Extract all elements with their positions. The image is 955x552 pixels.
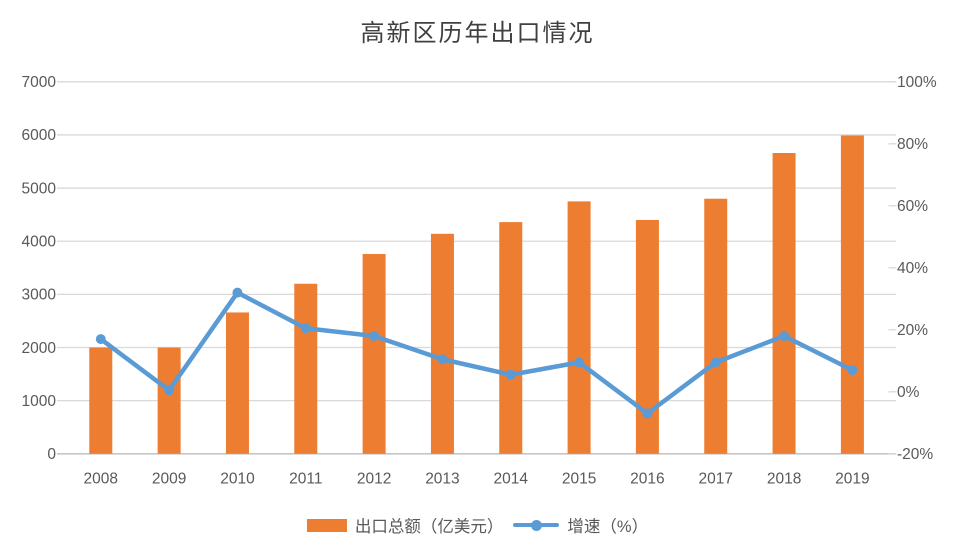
growth-point-2011 <box>300 323 311 334</box>
growth-point-2012 <box>369 331 380 341</box>
bar-2014 <box>499 222 523 454</box>
x-axis-label-2010: 2010 <box>220 471 255 488</box>
bar-2013 <box>430 233 454 454</box>
x-axis-label-2012: 2012 <box>357 471 391 488</box>
legend-label-export-total: 出口总额（亿美元） <box>354 518 504 536</box>
legend: 出口总额（亿美元） 增速（%） <box>0 511 955 539</box>
bar-2009 <box>157 347 181 454</box>
x-axis-label-2011: 2011 <box>289 471 322 488</box>
growth-point-2008 <box>95 334 106 345</box>
growth-point-2014 <box>505 369 516 380</box>
bar-2012 <box>362 253 386 454</box>
bar-2018 <box>772 153 796 454</box>
right-axis-tick-label: 60% <box>897 198 928 215</box>
x-axis-label-2009: 2009 <box>152 471 186 488</box>
x-axis-label-2017: 2017 <box>699 471 733 488</box>
bar-2016 <box>635 219 659 454</box>
right-axis-tick-label: 0% <box>897 384 920 401</box>
bar-2015 <box>567 201 591 454</box>
right-axis-tick-label: 100% <box>897 74 937 91</box>
line-series-swatch-icon <box>513 519 560 531</box>
bar-2017 <box>704 198 728 454</box>
x-axis-label-2016: 2016 <box>630 471 664 488</box>
growth-point-2019 <box>847 365 858 376</box>
legend-item-export-total: 出口总额（亿美元） <box>306 513 504 537</box>
legend-item-growth-rate: 增速（%） <box>513 513 648 537</box>
x-axis-label-2019: 2019 <box>835 471 869 488</box>
bar-2019 <box>840 135 864 454</box>
bar-2008 <box>89 347 113 454</box>
x-axis-label-2018: 2018 <box>767 471 801 488</box>
right-axis-tick-label: 40% <box>897 260 928 277</box>
growth-point-2013 <box>437 354 448 365</box>
left-axis-tick-label: 2000 <box>22 340 57 357</box>
right-axis-tick-label: 80% <box>897 136 928 153</box>
legend-label-growth-rate: 增速（%） <box>567 518 649 536</box>
left-axis-tick-label: 4000 <box>22 234 57 251</box>
bar-series-swatch-icon <box>306 518 347 532</box>
growth-point-2017 <box>710 357 721 368</box>
right-axis-tick-label: 20% <box>897 322 928 339</box>
left-axis-tick-label: 5000 <box>22 180 57 197</box>
x-axis-label-2015: 2015 <box>562 471 596 488</box>
left-axis-tick-label: 6000 <box>22 127 57 144</box>
right-axis-tick-label: -20% <box>897 446 933 463</box>
growth-point-2010 <box>232 287 243 298</box>
left-axis-tick-label: 0 <box>47 446 56 463</box>
growth-line <box>98 290 855 416</box>
chart-canvas: 7000 6000 5000 4000 3000 2000 1000 0 100% 80% 60% 4… <box>22 74 937 488</box>
x-axis-label-2013: 2013 <box>425 471 459 488</box>
growth-point-2015 <box>574 357 585 368</box>
growth-point-2018 <box>779 331 790 341</box>
left-axis-tick-label: 1000 <box>22 393 57 410</box>
bar-2011 <box>294 283 318 454</box>
chart-title: 高新区历年出口情况 <box>360 21 595 47</box>
growth-point-2009 <box>164 385 175 396</box>
x-axis-label-2008: 2008 <box>84 471 118 488</box>
bar-2010 <box>225 312 249 454</box>
x-axis-label-2014: 2014 <box>494 471 529 488</box>
left-axis-tick-label: 3000 <box>22 287 57 304</box>
growth-point-2016 <box>642 408 653 419</box>
left-axis-tick-label: 7000 <box>22 74 57 91</box>
